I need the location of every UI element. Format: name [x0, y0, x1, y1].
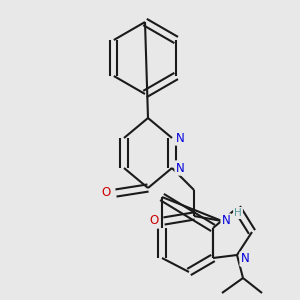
Text: H: H	[234, 208, 242, 218]
Text: N: N	[176, 161, 184, 175]
Text: N: N	[241, 253, 249, 266]
Text: N: N	[222, 214, 230, 227]
Text: N: N	[176, 131, 184, 145]
Text: O: O	[101, 187, 111, 200]
Text: O: O	[149, 214, 159, 227]
